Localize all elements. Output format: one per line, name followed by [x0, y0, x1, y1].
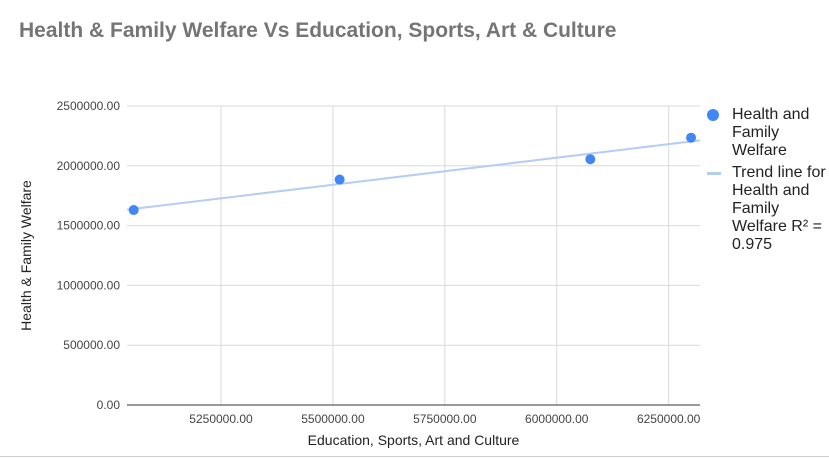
y-tick-label: 0.00: [97, 398, 121, 412]
chart-title: Health & Family Welfare Vs Education, Sp…: [19, 19, 617, 42]
x-tick-label: 5250000.00: [189, 412, 253, 426]
data-points: [128, 132, 697, 216]
x-tick-label: 5750000.00: [413, 412, 477, 426]
data-point[interactable]: [334, 174, 345, 185]
legend-dot-icon: [707, 109, 719, 121]
y-tick-label: 500000.00: [63, 338, 120, 352]
legend-label-series: Health and Family Welfare: [732, 106, 810, 159]
legend: Health and Family Welfare Trend line for…: [707, 106, 827, 258]
gridlines: [127, 105, 700, 405]
y-tick-label: 2000000.00: [57, 159, 121, 173]
y-axis-ticks: 0.00 500000.00 1000000.00 1500000.00 2000000…: [57, 99, 121, 412]
x-tick-label: 5500000.00: [301, 412, 365, 426]
bottom-divider: [0, 456, 829, 457]
data-point[interactable]: [128, 205, 139, 216]
x-tick-label: 6250000.00: [637, 412, 701, 426]
legend-item-series[interactable]: Health and Family Welfare: [707, 106, 827, 160]
y-tick-label: 2500000.00: [57, 99, 121, 113]
legend-line-icon: [707, 172, 721, 175]
y-tick-label: 1000000.00: [57, 278, 121, 292]
data-point[interactable]: [686, 132, 697, 143]
legend-item-trendline[interactable]: Trend line for Health and Family Welfare…: [707, 164, 827, 254]
x-axis-label: Education, Sports, Art and Culture: [308, 432, 520, 448]
x-axis-ticks: 5250000.00 5500000.00 5750000.00 6000000.00…: [189, 412, 700, 426]
y-tick-label: 1500000.00: [57, 219, 121, 233]
x-tick-label: 6000000.00: [525, 412, 589, 426]
y-axis-label: Health & Family Welfare: [18, 180, 34, 331]
trendline: [126, 139, 701, 211]
data-point[interactable]: [585, 154, 596, 165]
trendline-layer: [126, 139, 701, 211]
legend-label-trendline: Trend line for Health and Family Welfare…: [732, 164, 826, 253]
